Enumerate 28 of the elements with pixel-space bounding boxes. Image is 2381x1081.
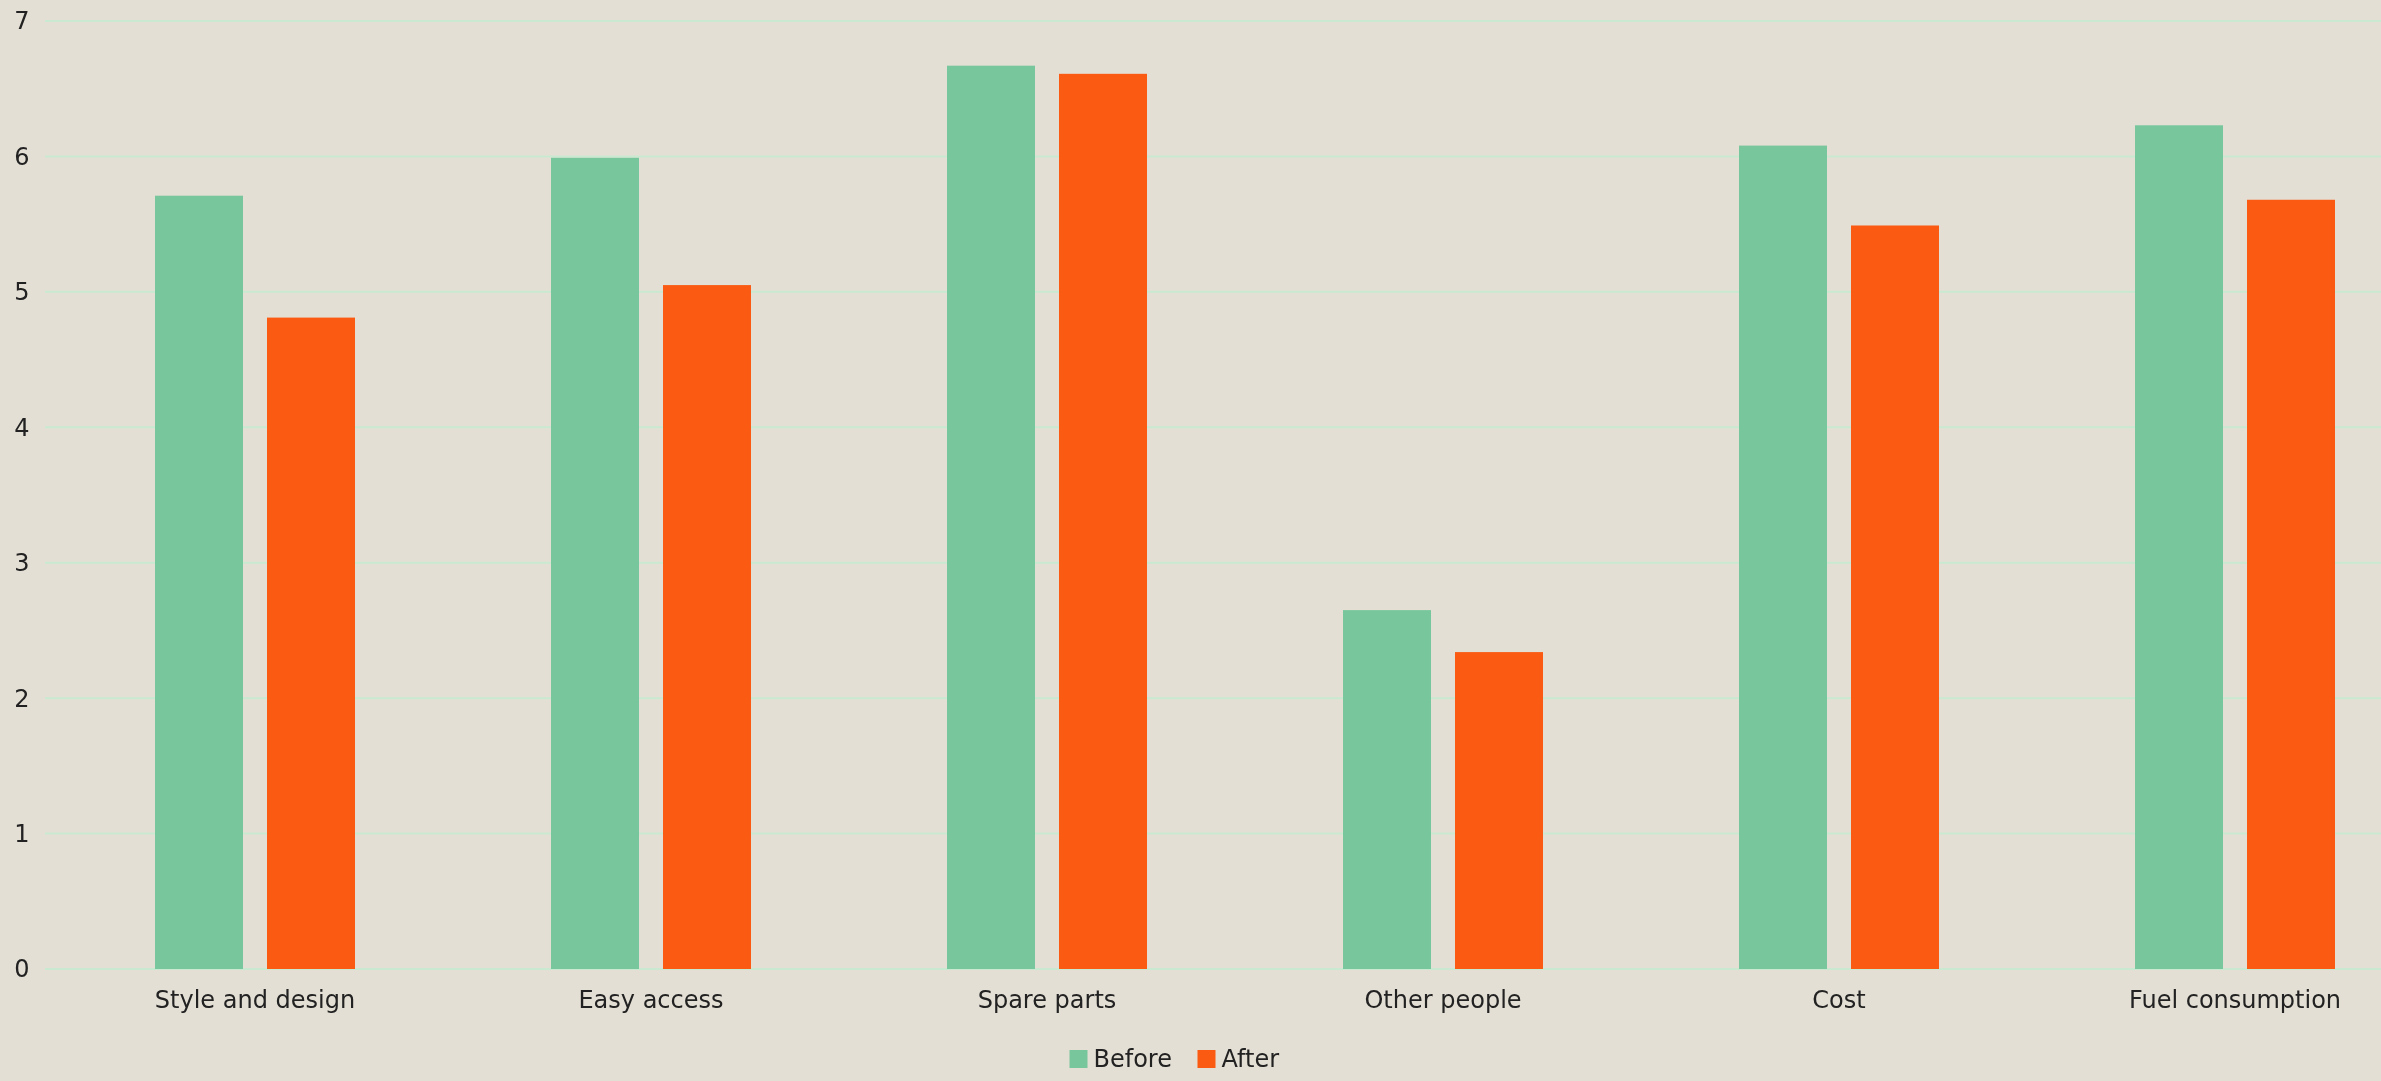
y-tick-label: 4 — [14, 413, 30, 442]
bar — [1739, 145, 1827, 969]
x-tick-label: Style and design — [154, 986, 356, 1014]
y-tick-label: 1 — [14, 819, 30, 848]
bar — [1455, 652, 1543, 969]
bar — [663, 285, 751, 969]
bar — [267, 317, 355, 969]
bar — [155, 195, 243, 969]
x-tick-label: Cost — [1812, 986, 1866, 1014]
x-tick-label: Fuel consumption — [2128, 986, 2342, 1014]
x-tick-label: Other people — [1364, 986, 1522, 1014]
bar — [1851, 225, 1939, 969]
bar — [1059, 73, 1147, 969]
x-tick-label: Easy access — [578, 986, 724, 1014]
bar — [947, 65, 1035, 969]
x-tick-label: Spare parts — [977, 986, 1117, 1014]
bar — [2135, 125, 2223, 969]
y-tick-label: 0 — [14, 955, 30, 984]
bar — [551, 157, 639, 969]
legend-label: After — [1221, 1045, 1280, 1073]
bar — [1343, 610, 1431, 969]
y-tick-label: 2 — [14, 684, 30, 713]
y-tick-label: 5 — [14, 278, 30, 307]
y-tick-label: 7 — [14, 7, 30, 36]
legend-label: Before — [1093, 1045, 1172, 1073]
bar — [2247, 199, 2335, 969]
y-tick-label: 3 — [14, 549, 30, 578]
y-tick-label: 6 — [14, 142, 30, 171]
